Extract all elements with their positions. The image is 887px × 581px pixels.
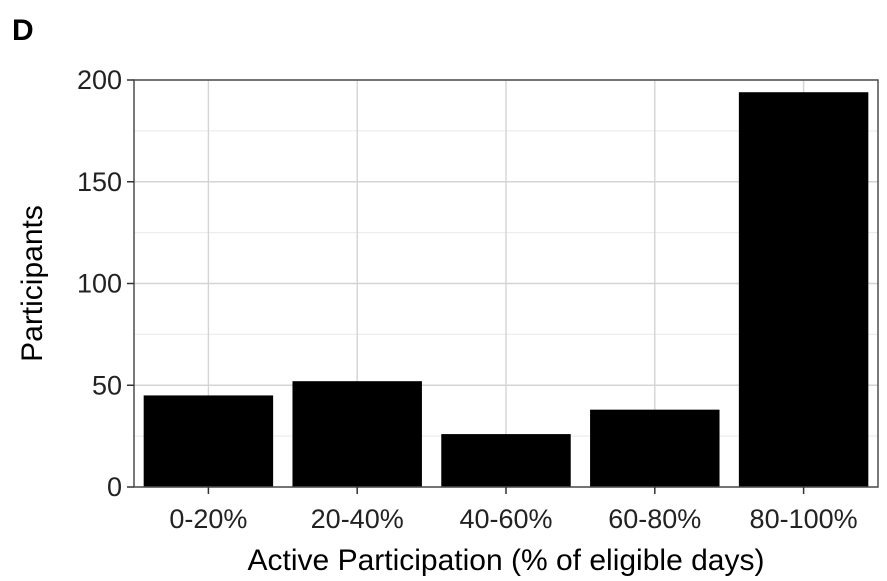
x-tick-label: 40-60% (459, 504, 552, 534)
x-tick-label: 20-40% (311, 504, 404, 534)
bar (143, 395, 274, 487)
bar (292, 381, 422, 487)
y-tick-label: 0 (107, 472, 122, 502)
x-axis-title: Active Participation (% of eligible days… (248, 544, 765, 577)
bar (590, 409, 720, 487)
y-axis-title: Participants (16, 205, 49, 362)
bars-group (143, 92, 869, 488)
y-tick-label: 100 (77, 269, 122, 299)
x-tick-label: 60-80% (608, 504, 701, 534)
y-tick-label: 200 (77, 65, 122, 95)
y-tick-label: 150 (77, 167, 122, 197)
bar (441, 434, 571, 487)
y-axis-ticks: 0 50 100 150 200 (77, 65, 134, 502)
x-axis-ticks: 0-20% 20-40% 40-60% 60-80% 80-100% (169, 487, 858, 534)
panel-label: D (12, 14, 34, 47)
x-tick-label: 0-20% (169, 504, 247, 534)
y-tick-label: 50 (92, 370, 122, 400)
x-tick-label: 80-100% (750, 504, 858, 534)
bar (738, 92, 869, 488)
